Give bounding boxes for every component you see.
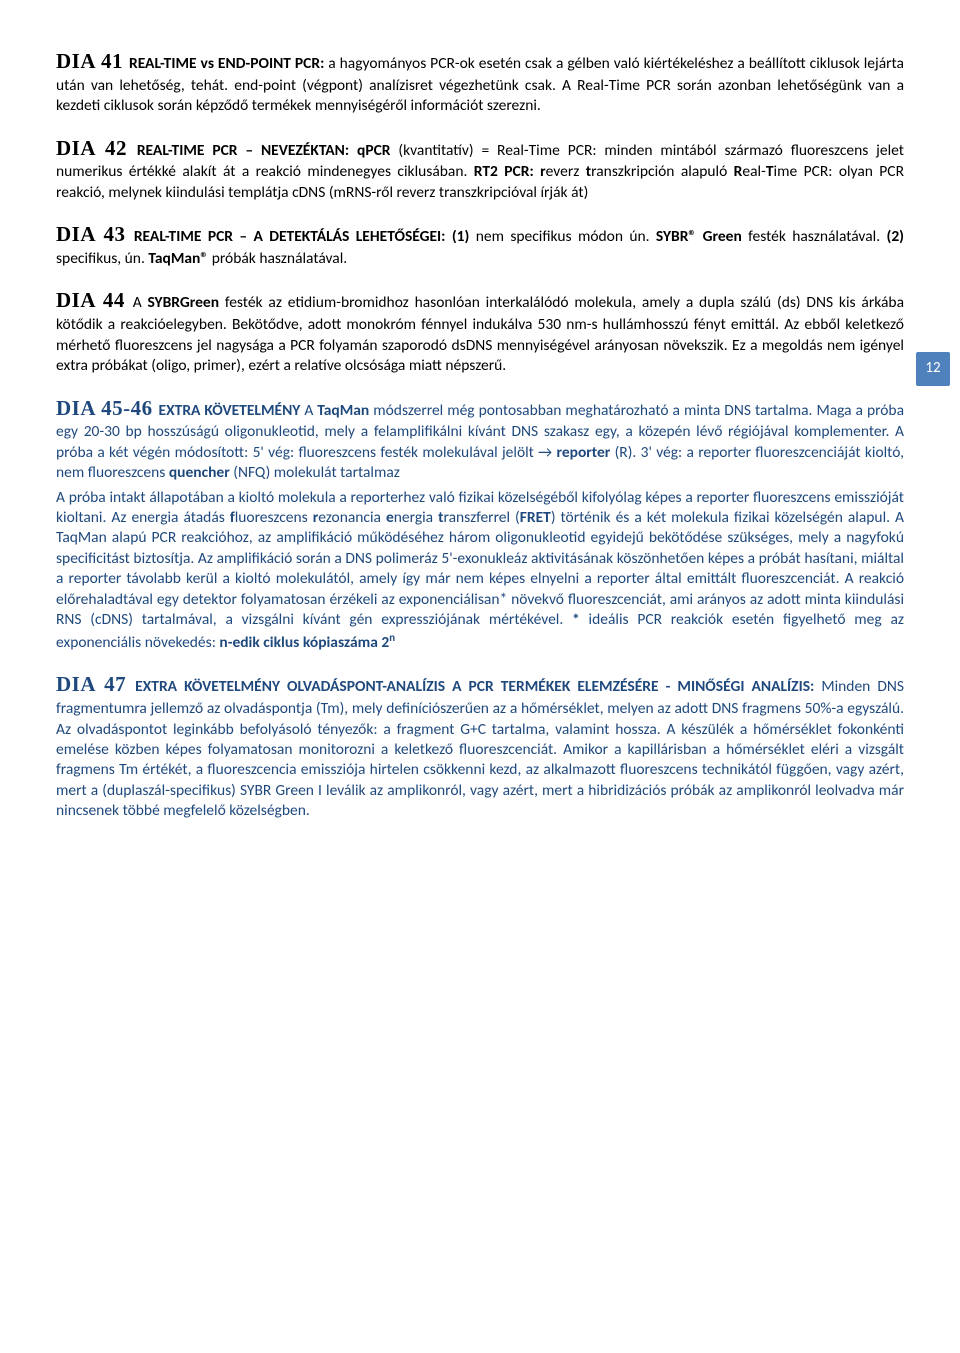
dia-45-46-star: *	[572, 610, 580, 629]
dia-43-head: DIA 43	[56, 222, 125, 246]
dia-47-body: Minden DNS fragmentumra jellemző az olva…	[56, 677, 904, 820]
dia-44-sybr: SYBRGreen	[148, 293, 220, 312]
dia-45-46-formula: n-edik ciklus kópiaszáma 2	[219, 633, 389, 652]
dia-42-title: REAL-TIME PCR – NEVEZÉKTAN: qPCR	[129, 141, 391, 160]
dia-45-46-paragraph-2: A próba intakt állapotában a kioltó mole…	[56, 488, 904, 654]
dia-45-46-b2c: ezonancia	[318, 508, 386, 527]
dia-45-46-b2d: nergia	[394, 508, 438, 527]
dia-42-b2d: ranszkripción alapuló	[591, 162, 734, 181]
dia-42-b2b: everz	[546, 162, 586, 181]
dia-47-extra: EXTRA KÖVETELMÉNY OLVADÁSPONT-ANALÍZIS A…	[128, 677, 814, 696]
dia-41-head: DIA 41	[56, 49, 123, 73]
dia-42-b2f: eal-	[742, 162, 765, 181]
dia-45-46-paragraph-1: DIA 45-46 EXTRA KÖVETELMÉNY A TaqMan mód…	[56, 395, 904, 484]
dia-45-46-fret: FRET	[520, 508, 551, 527]
dia-42-head: DIA 42	[56, 136, 127, 160]
dia-45-46-head: DIA 45-46	[56, 396, 153, 420]
dia-47-head: DIA 47	[56, 672, 126, 696]
dia-45-46-e: e	[386, 508, 394, 527]
dia-43-body2: festék használatával.	[742, 227, 887, 246]
dia-45-46-reporter: reporter	[557, 443, 611, 462]
dia-47-paragraph: DIA 47 EXTRA KÖVETELMÉNY OLVADÁSPONT-ANA…	[56, 671, 904, 821]
dia-44-lead: A	[127, 293, 148, 312]
dia-43-paragraph: DIA 43 REAL-TIME PCR – A DETEKTÁLÁS LEHE…	[56, 221, 904, 269]
dia-43-title: REAL-TIME PCR – A DETEKTÁLÁS LEHETŐSÉGEI…	[127, 227, 469, 246]
dia-45-46-sup: n	[389, 631, 395, 644]
dia-45-46-extra: EXTRA KÖVETELMÉNY	[155, 401, 305, 420]
dia-43-sybr: SYBR® Green	[656, 227, 742, 246]
dia-45-46-b2e: ranszferrel (	[443, 508, 519, 527]
dia-43-two: (2)	[886, 227, 904, 246]
dia-45-46-b2b: luoreszcens	[235, 508, 313, 527]
dia-43-taq: TaqMan®	[148, 249, 208, 268]
dia-45-46-quencher: quencher	[169, 463, 230, 482]
dia-43-body1: nem specifikus módon ún.	[469, 227, 656, 246]
dia-41-title: REAL-TIME vs END-POINT PCR:	[125, 54, 324, 73]
dia-43-body4: próbák használatával.	[208, 249, 347, 268]
page-number-badge: 12	[916, 352, 950, 386]
dia-45-46-b1d: (NFQ) molekulát tartalmaz	[230, 463, 400, 482]
dia-44-head: DIA 44	[56, 288, 125, 312]
dia-44-paragraph: DIA 44 A SYBRGreen festék az etidium-bro…	[56, 287, 904, 376]
dia-41-paragraph: DIA 41 REAL-TIME vs END-POINT PCR: a hag…	[56, 48, 904, 117]
dia-42-T: T	[766, 162, 774, 181]
dia-42-rt2: RT2 PCR:	[474, 162, 540, 181]
dia-43-body3: specifikus, ún.	[56, 249, 148, 268]
dia-42-paragraph: DIA 42 REAL-TIME PCR – NEVEZÉKTAN: qPCR …	[56, 135, 904, 204]
dia-45-46-b1a: A	[304, 401, 317, 420]
dia-45-46-taq: TaqMan	[317, 401, 369, 420]
